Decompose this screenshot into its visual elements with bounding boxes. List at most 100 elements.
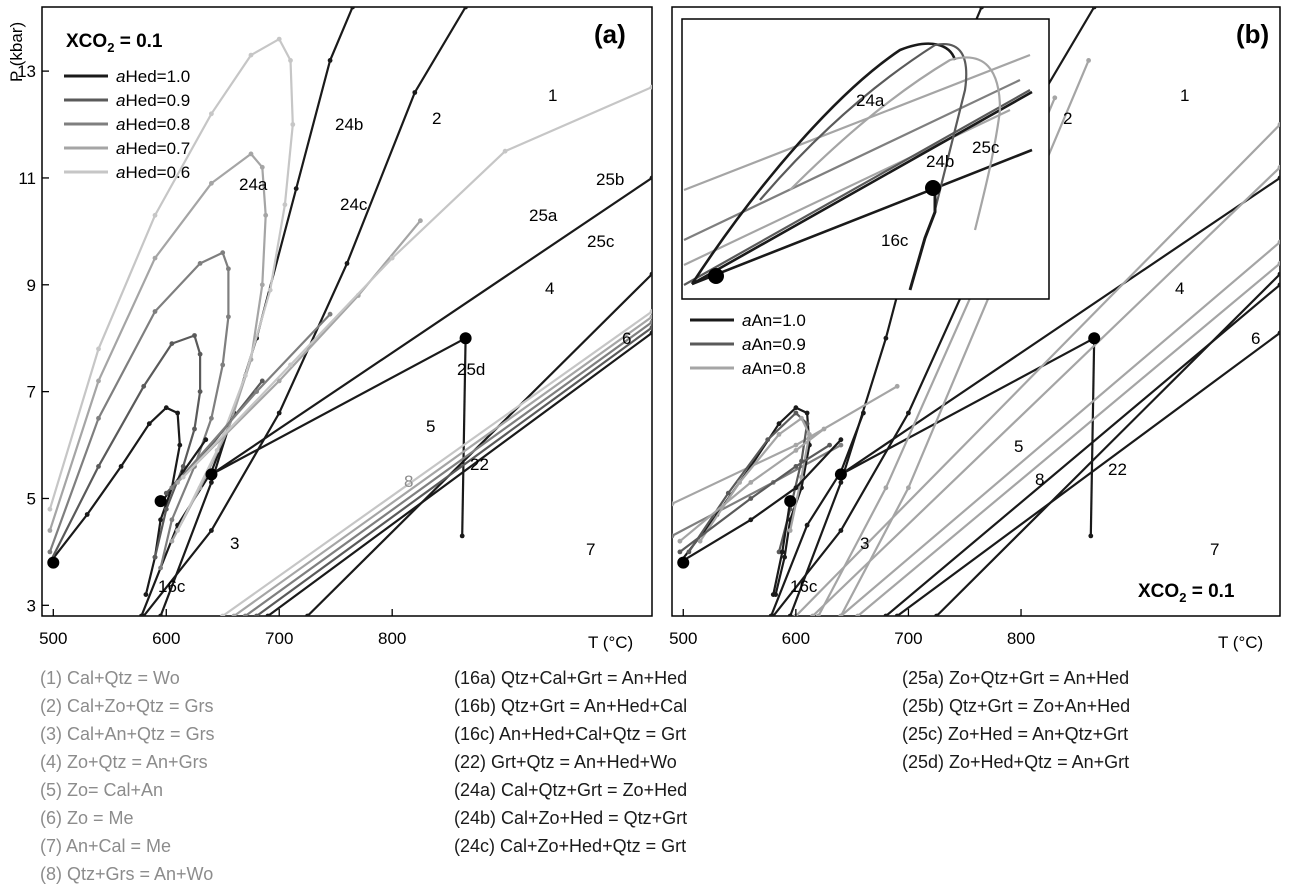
ticks-group-a: 500 600 700 800 3 5 7 9 11 13 [17, 62, 406, 648]
data-point [47, 549, 53, 555]
data-point [838, 480, 844, 485]
reaction-line: (3) Cal+An+Qtz = Grs [40, 724, 215, 744]
data-point [838, 437, 844, 443]
data-point [389, 255, 395, 261]
invariant-point [677, 556, 690, 569]
curve-label: 5 [426, 417, 435, 436]
reaction-line: (5) Zo= Cal+An [40, 780, 163, 800]
curve-label: 1 [1180, 86, 1189, 105]
data-point [263, 212, 269, 218]
series-line [896, 332, 1280, 616]
data-point [906, 410, 911, 416]
data-point [677, 549, 683, 555]
data-point [259, 282, 265, 288]
data-point [242, 613, 248, 616]
legend-entry: aAn=0.8 [742, 359, 806, 378]
panel-b: 500 600 700 800 (b) XCO2 = 0.1 T (°C) aAn=1… [669, 6, 1281, 652]
data-point [169, 485, 175, 491]
data-point [276, 378, 282, 384]
data-point [163, 405, 169, 411]
data-point [169, 341, 175, 346]
inset-label: 24a [856, 91, 885, 110]
data-point [787, 613, 793, 616]
legend-a: aHed=1.0 aHed=0.9 aHed=0.8 aHed=0.7 aHed=0.6 [64, 67, 190, 182]
series-line [306, 273, 652, 616]
data-point [220, 362, 226, 368]
data-point [649, 271, 652, 277]
reaction-line: (4) Zo+Qtz = An+Grs [40, 752, 208, 772]
data-point [804, 522, 810, 528]
data-point [163, 490, 169, 496]
data-point [96, 346, 101, 352]
curve-label: 24a [239, 175, 268, 194]
data-point [827, 442, 832, 448]
reaction-line: (25a) Zo+Qtz+Grt = An+Hed [902, 668, 1129, 688]
curve-label: 25a [529, 206, 558, 225]
series-line [679, 428, 825, 543]
data-point [47, 528, 53, 533]
series-line [679, 444, 831, 553]
curve-label: 6 [622, 329, 631, 348]
curve-label: 25d [457, 360, 485, 379]
data-point [84, 512, 90, 517]
data-point [649, 309, 652, 314]
curve-label: 6 [1251, 329, 1260, 348]
curve-label: 3 [860, 534, 869, 553]
reaction-line: (25b) Qtz+Grt = Zo+An+Hed [902, 696, 1130, 716]
data-point [793, 464, 799, 469]
data-point [737, 480, 742, 485]
data-point [248, 52, 254, 58]
invariant-point [459, 332, 472, 345]
curve-label: 1 [548, 86, 557, 105]
curve-label: 24b [335, 115, 363, 134]
data-point [254, 613, 259, 616]
reaction-line: (16c) An+Hed+Cal+Qtz = Grt [454, 724, 686, 744]
curve-labels-a: 1 2 3 4 5 6 7 8 22 24a 24b 24c 25a 25b 2… [158, 86, 631, 596]
data-point [327, 311, 333, 317]
data-point [288, 58, 293, 63]
reaction-line: (24c) Cal+Zo+Hed+Qtz = Grt [454, 836, 686, 856]
data-point [265, 613, 271, 616]
data-point [197, 261, 203, 266]
series-line [1089, 338, 1096, 536]
legend-entry: aHed=0.8 [116, 115, 190, 134]
data-point [765, 437, 771, 443]
data-point [96, 415, 101, 421]
legend-entry: aHed=0.7 [116, 139, 190, 158]
data-point [463, 7, 468, 10]
data-point [799, 415, 804, 421]
series-line [772, 7, 1096, 616]
series-line [770, 412, 865, 616]
data-point [459, 533, 465, 539]
data-point [226, 314, 231, 320]
data-point [748, 496, 754, 501]
data-point [248, 151, 254, 157]
invariant-point [154, 495, 167, 508]
data-point [418, 218, 423, 224]
data-point [282, 202, 288, 208]
panel-b-letter: (b) [1236, 19, 1269, 49]
data-point [175, 480, 181, 485]
reaction-line: (24a) Cal+Qtz+Grt = Zo+Hed [454, 780, 687, 800]
reaction-line: (1) Cal+Qtz = Wo [40, 668, 180, 688]
x-tick-label: 600 [782, 629, 810, 648]
series-line [461, 338, 467, 536]
y-tick-label: 3 [27, 596, 36, 615]
data-point [649, 319, 652, 325]
data-point [169, 538, 175, 544]
data-point [502, 148, 508, 154]
inset: 24a 24b 25c 16c [681, 18, 1050, 300]
data-point [883, 485, 889, 491]
reaction-line: (2) Cal+Zo+Qtz = Grs [40, 696, 214, 716]
data-point [163, 506, 169, 512]
data-point [793, 448, 799, 453]
data-point [861, 410, 866, 416]
series-line [210, 337, 467, 476]
data-point [1277, 164, 1280, 170]
y-tick-label: 9 [27, 276, 36, 295]
data-point [677, 538, 683, 544]
curve-label: 7 [586, 540, 595, 559]
data-point [816, 613, 821, 616]
data-point [152, 309, 158, 314]
data-point [793, 442, 799, 448]
